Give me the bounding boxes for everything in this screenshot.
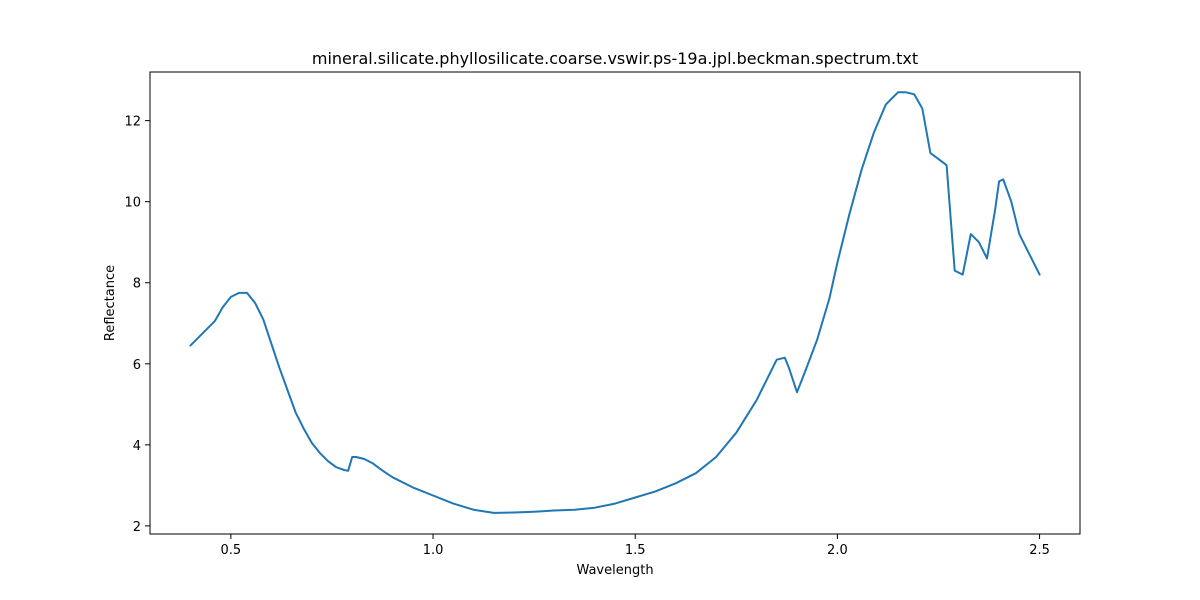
y-axis-ticks: 2 4 6 8 10 12 [124, 115, 150, 535]
x-axis-label: Wavelength [576, 563, 653, 578]
y-tick-label: 12 [124, 115, 141, 130]
x-tick-label: 2.5 [1029, 543, 1050, 558]
y-axis-label: Reflectance [103, 265, 118, 341]
y-tick-label: 8 [133, 277, 141, 292]
y-tick-label: 2 [133, 520, 141, 535]
x-tick-label: 2.0 [827, 543, 848, 558]
x-tick-label: 0.5 [221, 543, 242, 558]
plot-area [150, 72, 1080, 534]
plot-frame [149, 71, 1081, 535]
x-tick-label: 1.0 [423, 543, 444, 558]
y-tick-label: 4 [133, 439, 141, 454]
chart-title: mineral.silicate.phyllosilicate.coarse.v… [312, 49, 918, 68]
y-tick-label: 6 [133, 358, 141, 373]
x-axis-ticks: 0.5 1.0 1.5 2.0 2.5 [221, 534, 1050, 558]
y-tick-label: 10 [124, 196, 141, 211]
series-line [189, 91, 1041, 514]
x-tick-label: 1.5 [625, 543, 646, 558]
